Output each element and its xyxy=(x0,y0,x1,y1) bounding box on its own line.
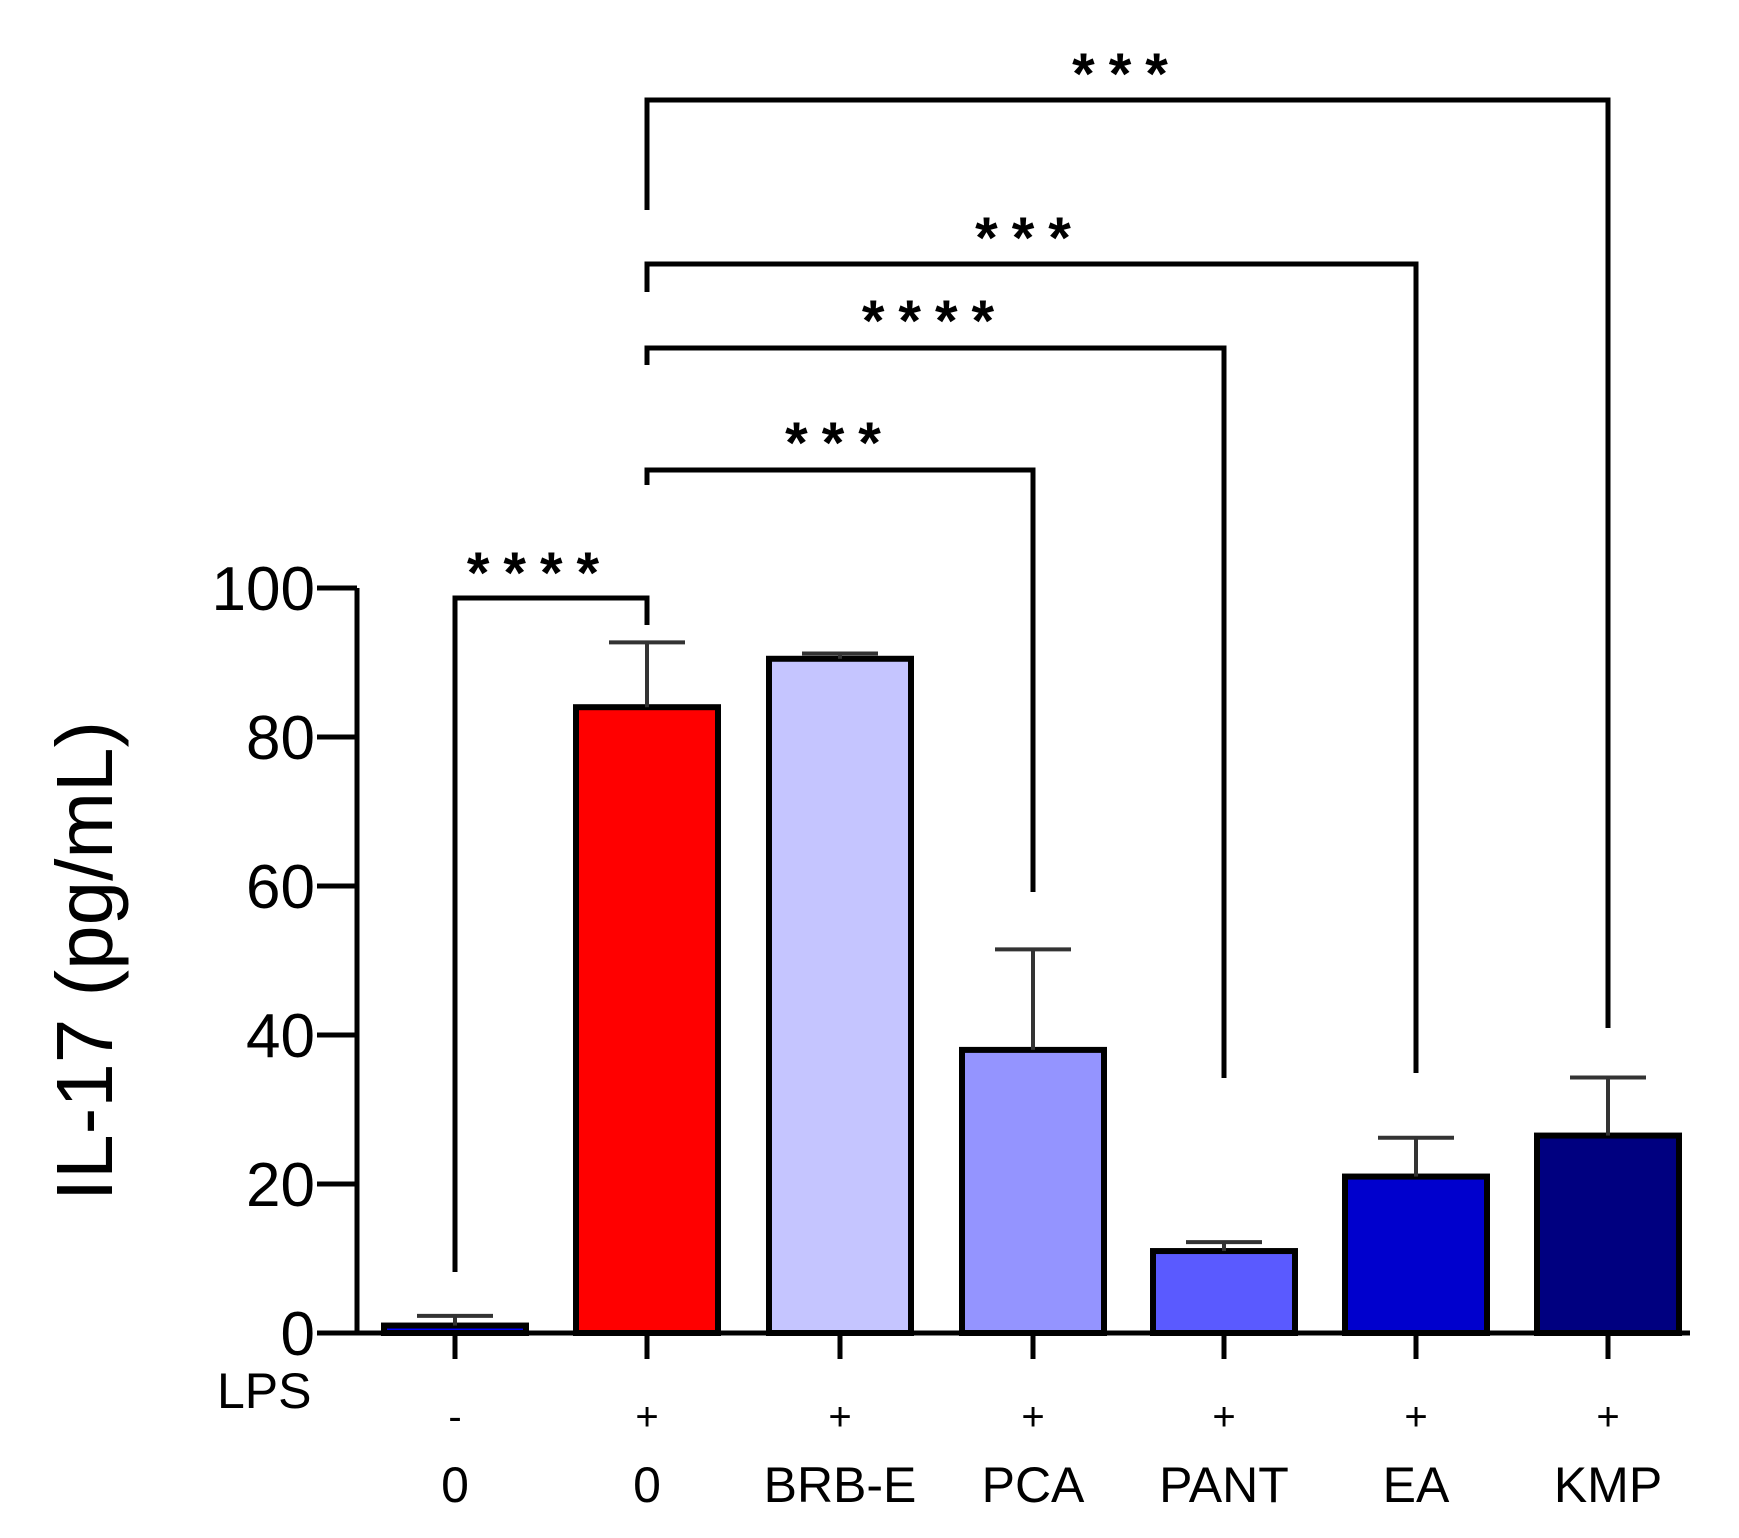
category-label: PANT xyxy=(1159,1457,1289,1513)
lps-sign: + xyxy=(1212,1395,1235,1439)
y-tick-label: 20 xyxy=(246,1151,315,1220)
category-label: BRB-E xyxy=(764,1457,917,1513)
bars xyxy=(381,640,1682,1337)
significance-bracket xyxy=(644,261,1419,1073)
lps-sign: + xyxy=(1021,1395,1044,1439)
y-tick-label: 80 xyxy=(246,704,315,773)
y-tick-label: 100 xyxy=(212,555,315,624)
category-label: EA xyxy=(1383,1457,1450,1513)
y-tick-label: 60 xyxy=(246,853,315,922)
bar xyxy=(1342,1173,1490,1337)
y-tick-label: 40 xyxy=(246,1002,315,1071)
bar xyxy=(381,1322,529,1337)
significance-stars: *** xyxy=(785,411,895,476)
lps-sign: + xyxy=(828,1395,851,1439)
significance-bracket xyxy=(452,595,650,1272)
significance-brackets: ***************** xyxy=(452,42,1611,1272)
bar xyxy=(959,1046,1107,1337)
bar xyxy=(1150,1248,1298,1337)
significance-stars: **** xyxy=(862,289,1008,354)
lps-sign: + xyxy=(1596,1395,1619,1439)
category-label: 0 xyxy=(633,1457,661,1513)
significance-stars: *** xyxy=(975,206,1085,271)
lps-sign: + xyxy=(1404,1395,1427,1439)
bar xyxy=(766,655,914,1336)
y-tick-label: 0 xyxy=(281,1300,315,1369)
significance-stars: **** xyxy=(467,541,613,606)
category-label: PCA xyxy=(982,1457,1085,1513)
significance-bracket xyxy=(644,345,1227,1078)
labels: 0 20 40 60 80 100 IL-17 (pg/mL) LPS - + + + + + +0 0 BRB… xyxy=(40,555,1662,1513)
category-label: 0 xyxy=(441,1457,469,1513)
significance-stars: *** xyxy=(1072,42,1182,107)
significance-bracket xyxy=(644,467,1036,892)
lps-sign: - xyxy=(448,1395,461,1439)
bar xyxy=(573,704,721,1336)
significance-bracket xyxy=(644,97,1611,1028)
category-label: KMP xyxy=(1554,1457,1662,1513)
bar xyxy=(1534,1132,1682,1336)
lps-row-label: LPS xyxy=(217,1363,312,1419)
lps-sign: + xyxy=(635,1395,658,1439)
y-axis-title: IL-17 (pg/mL) xyxy=(40,721,129,1201)
